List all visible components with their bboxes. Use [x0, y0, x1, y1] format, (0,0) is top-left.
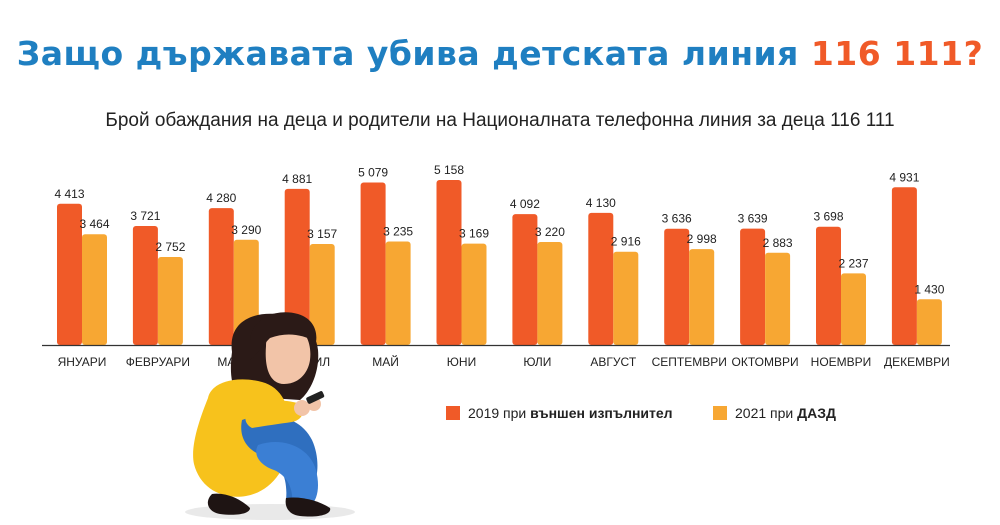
bar-2021-3	[309, 244, 335, 345]
data-label-2021-5: 3 169	[459, 227, 489, 241]
x-tick-label-4: МАЙ	[372, 354, 399, 369]
x-tick-label-9: ОКТОМВРИ	[732, 355, 799, 369]
bar-2021-9	[765, 252, 791, 345]
data-label-2021-9: 2 883	[763, 236, 793, 250]
legend-2021: 2021 при ДАЗД	[713, 405, 836, 421]
bar-2019-3	[284, 188, 310, 345]
bar-2021-7	[613, 251, 639, 345]
bar-2021-10	[841, 273, 866, 345]
bar-2019-5	[436, 180, 462, 345]
x-tick-label-5: ЮНИ	[447, 355, 476, 369]
bar-2021-4	[385, 241, 411, 345]
bar-2019-10	[816, 226, 841, 345]
bar-2021-11	[916, 299, 942, 345]
data-label-2019-1: 3 721	[130, 209, 160, 223]
legend-label-2019-bold: външен изпълнител	[530, 405, 673, 421]
bar-2019-0	[57, 203, 82, 345]
data-label-2019-5: 5 158	[434, 163, 464, 177]
title-main: Защо държавата убива детската линия	[16, 34, 799, 73]
data-label-2021-4: 3 235	[383, 225, 413, 239]
bar-2019-7	[588, 212, 614, 345]
data-label-2021-11: 1 430	[914, 282, 944, 296]
bar-2021-1	[157, 257, 183, 345]
legend-label-2021-bold: ДАЗД	[797, 405, 836, 421]
x-tick-label-0: ЯНУАРИ	[58, 355, 107, 369]
data-label-2019-3: 4 881	[282, 172, 312, 186]
data-label-2021-1: 2 752	[155, 240, 185, 254]
data-label-2021-3: 3 157	[307, 227, 337, 241]
bar-2019-11	[891, 187, 917, 345]
x-tick-labels: ЯНУАРИФЕВРУАРИМАРТАПРИЛМАЙЮНИЮЛИАВГУСТСЕ…	[58, 354, 950, 369]
x-tick-label-8: СЕПТЕМВРИ	[652, 355, 727, 369]
data-label-2019-4: 5 079	[358, 166, 388, 180]
bars-group: 4 413 3 464 3 721 2 752 4 280 3 290 4 881 3 157…	[54, 163, 945, 345]
data-label-2021-2: 3 290	[231, 223, 261, 237]
chart-subtitle: Брой обаждания на деца и родители на Нац…	[105, 110, 895, 131]
x-tick-label-7: АВГУСТ	[590, 355, 636, 369]
bar-2019-9	[740, 228, 766, 345]
data-label-2019-11: 4 931	[889, 170, 919, 184]
legend-swatch-2021	[713, 406, 727, 420]
bar-2019-1	[132, 226, 158, 345]
bar-2021-0	[82, 234, 107, 345]
bar-2021-6	[537, 242, 563, 345]
bar-2019-6	[512, 214, 538, 345]
data-label-2019-7: 4 130	[586, 196, 616, 210]
data-label-2021-6: 3 220	[535, 225, 565, 239]
data-label-2021-8: 2 998	[687, 232, 717, 246]
bar-2019-2	[208, 208, 234, 345]
x-tick-label-11: ДЕКЕМВРИ	[884, 355, 950, 369]
bar-2021-8	[689, 249, 715, 345]
legend-swatch-2019	[446, 406, 460, 420]
title-number: 116 111?	[810, 34, 984, 73]
legend-label-2021-prefix: 2021 при	[735, 405, 798, 421]
data-label-2021-0: 3 464	[79, 217, 109, 231]
data-label-2021-10: 2 237	[838, 256, 868, 270]
girl-illustration	[185, 312, 355, 520]
data-label-2021-7: 2 916	[611, 235, 641, 249]
data-label-2019-0: 4 413	[54, 187, 84, 201]
data-label-2019-6: 4 092	[510, 197, 540, 211]
x-tick-label-6: ЮЛИ	[523, 355, 551, 369]
data-label-2019-2: 4 280	[206, 191, 236, 205]
bar-2021-5	[461, 243, 487, 345]
legend-label-2019-prefix: 2019 при	[468, 405, 531, 421]
legend-2019: 2019 при външен изпълнител	[446, 405, 673, 421]
bar-2019-4	[360, 182, 386, 345]
x-tick-label-1: ФЕВРУАРИ	[126, 355, 190, 369]
data-label-2019-10: 3 698	[813, 210, 843, 224]
x-tick-label-10: НОЕМВРИ	[811, 355, 872, 369]
bar-2019-8	[664, 228, 690, 345]
page-title: Защо държавата убива детската линия 116 …	[0, 34, 1000, 73]
data-label-2019-9: 3 639	[738, 212, 768, 226]
data-label-2019-8: 3 636	[662, 212, 692, 226]
